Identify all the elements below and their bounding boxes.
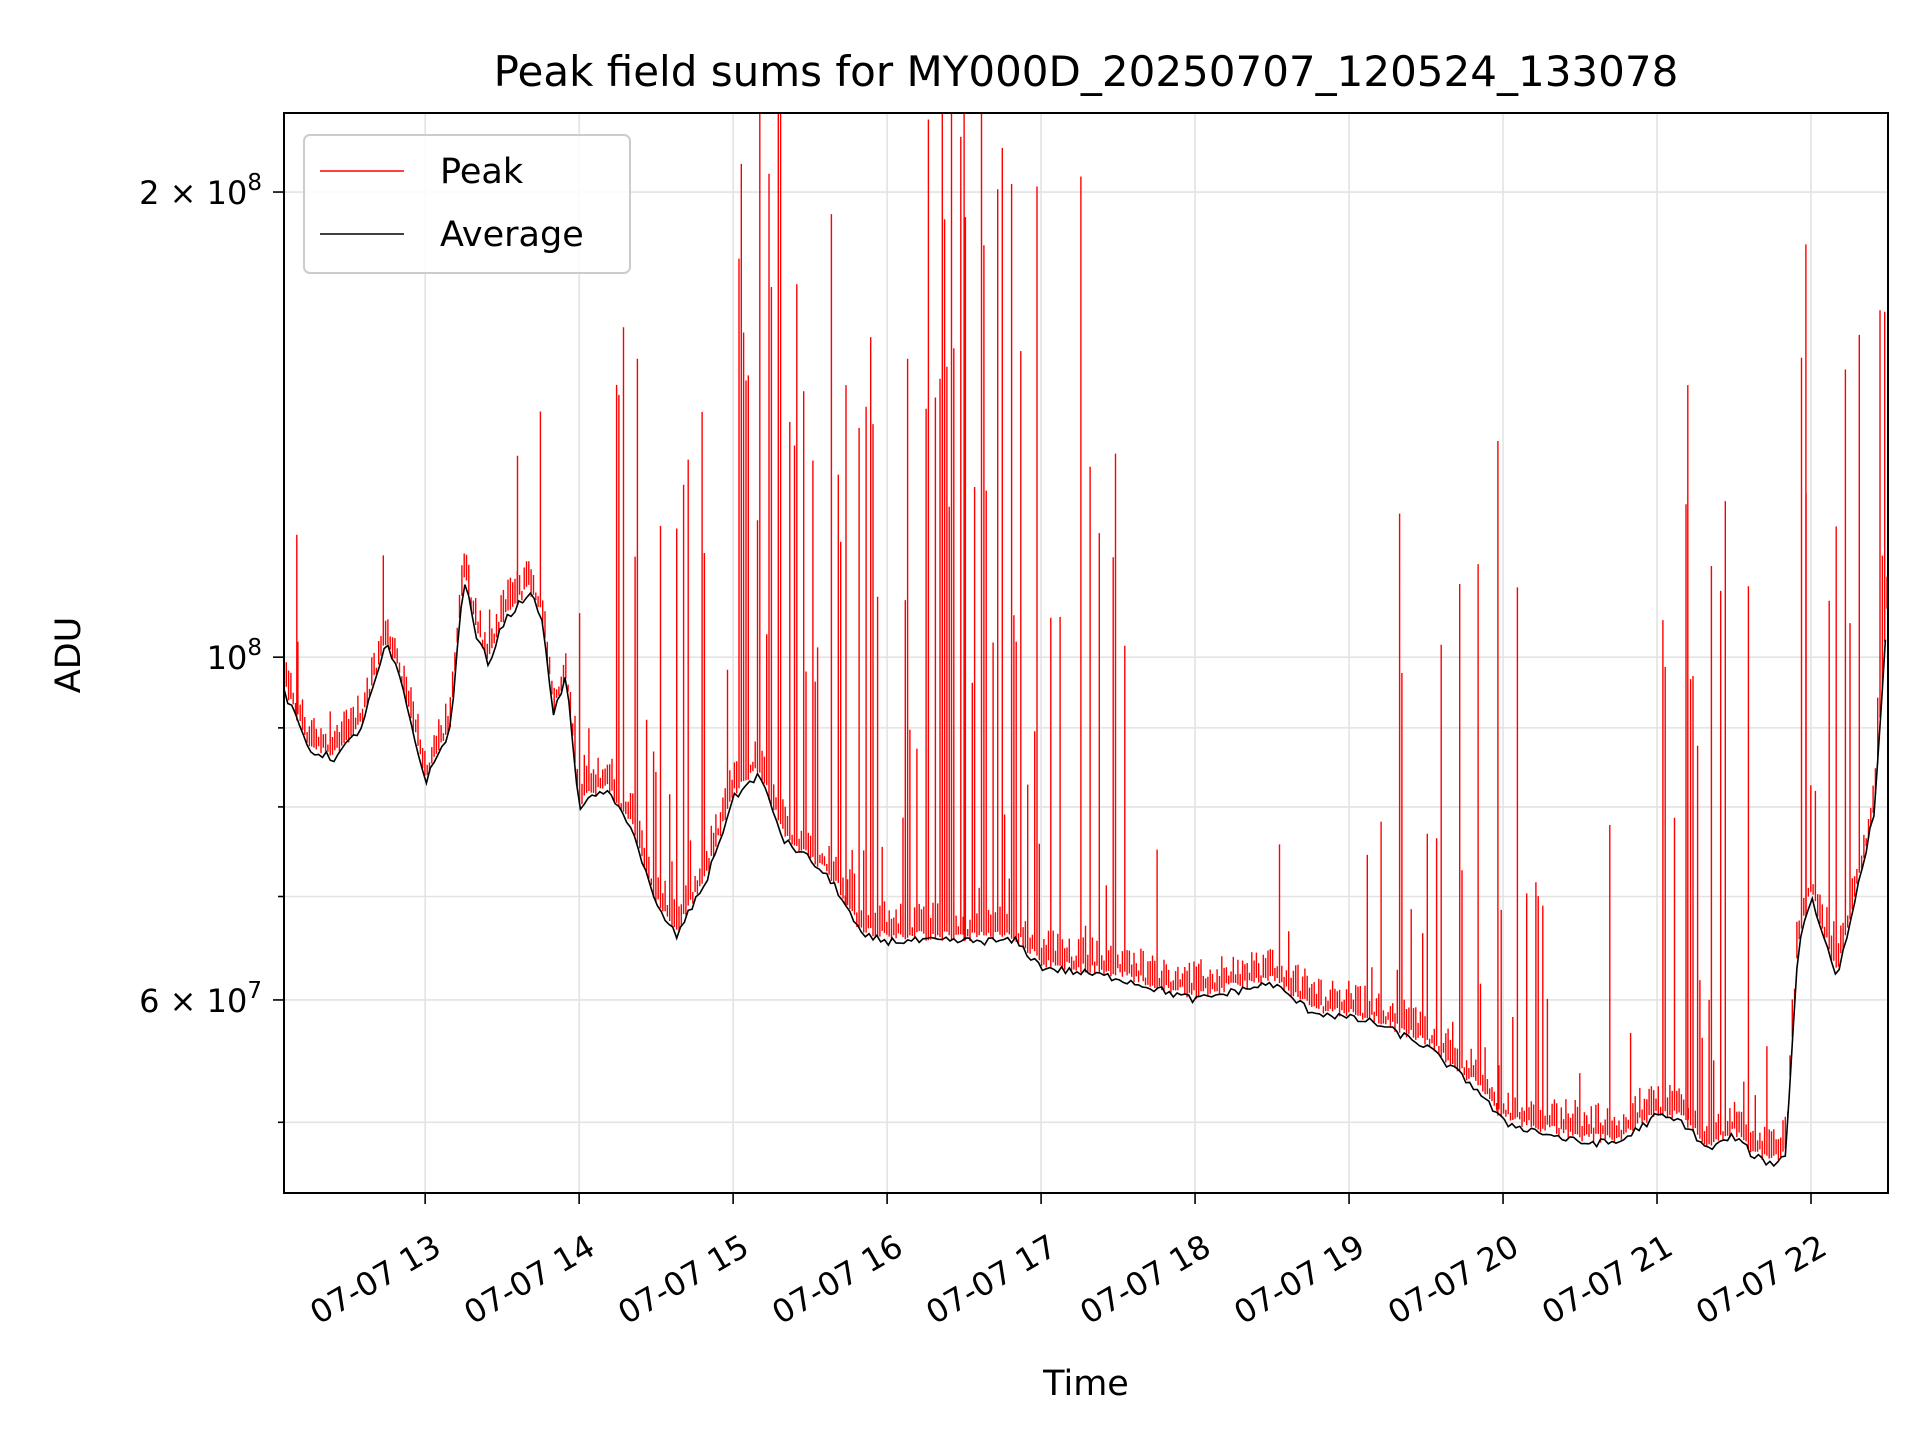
average-series xyxy=(283,584,1887,1168)
y-tick-label: 6 × 107 xyxy=(139,978,262,1020)
legend-average-label: Average xyxy=(440,215,584,255)
y-axis-label: ADU xyxy=(49,617,89,694)
y-tick-label: 108 xyxy=(207,635,262,677)
plot-frame xyxy=(283,112,1889,1194)
y-tick-label: 2 × 108 xyxy=(139,170,262,212)
chart-title: Peak field sums for MY000D_20250707_1205… xyxy=(494,47,1679,96)
legend: Peak Average xyxy=(303,134,631,274)
legend-box xyxy=(303,134,631,274)
x-axis-label: Time xyxy=(1042,1364,1129,1404)
average-line xyxy=(283,584,1887,1168)
legend-peak-label: Peak xyxy=(440,152,524,192)
